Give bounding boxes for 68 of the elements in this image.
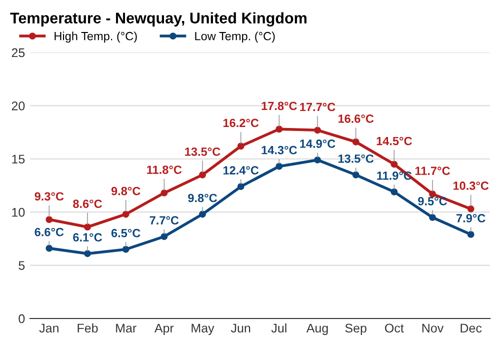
data-label: 9.8°C <box>188 194 218 202</box>
legend-label: Low Temp. (°C) <box>195 32 275 43</box>
y-tick-label: 15 <box>12 154 25 164</box>
data-label: 6.5°C <box>111 228 140 238</box>
x-tick-label: Jul <box>271 323 286 333</box>
data-label: 7.7°C <box>150 216 179 225</box>
x-tick-label: Jun <box>230 324 250 333</box>
y-tick-label: 0 <box>18 314 25 324</box>
data-label: 17.7°C <box>300 102 336 112</box>
point <box>199 210 206 218</box>
point <box>46 244 53 252</box>
data-label: 6.1°C <box>73 233 102 242</box>
data-label: 8.6°C <box>73 200 102 208</box>
point <box>237 142 244 150</box>
y-tick-label: 5 <box>18 261 25 270</box>
data-label: 14.5°C <box>376 136 412 146</box>
point <box>84 250 91 258</box>
data-label: 14.3°C <box>262 146 297 154</box>
data-label: 9.8°C <box>111 186 140 196</box>
x-tick-label: Aug <box>306 324 328 336</box>
point <box>314 126 321 134</box>
x-tick-label: Nov <box>422 324 444 333</box>
y-tick-label: 20 <box>12 102 25 110</box>
point <box>390 188 398 196</box>
data-label: 6.6°C <box>34 228 64 236</box>
point <box>467 230 474 238</box>
point <box>276 162 283 170</box>
y-tick-label: 25 <box>12 48 25 58</box>
x-tick-label: Feb <box>78 323 98 333</box>
point <box>199 171 206 178</box>
point <box>390 160 398 168</box>
data-label: 11.8°C <box>147 166 182 174</box>
point <box>352 138 360 146</box>
x-tick-label: Mar <box>116 324 136 333</box>
point <box>160 189 168 196</box>
data-label: 11.7°C <box>415 166 450 176</box>
point <box>122 210 130 218</box>
data-label: 17.8°C <box>262 102 297 110</box>
data-label: 16.2°C <box>223 118 259 128</box>
data-label: 7.9°C <box>456 214 486 222</box>
point <box>122 246 130 253</box>
x-tick-label: Apr <box>154 324 174 336</box>
y-tick-label: 10 <box>12 208 25 217</box>
data-label: 9.3°C <box>34 192 64 201</box>
point <box>46 216 53 224</box>
chart-title: Temperature - Newquay, United Kingdom <box>10 12 306 27</box>
point <box>314 156 321 164</box>
x-tick-label: Dec <box>460 324 482 333</box>
point <box>429 214 436 221</box>
data-label: 13.5°C <box>338 154 374 163</box>
point <box>160 233 168 240</box>
x-tick-label: Jan <box>39 324 58 333</box>
data-label: 9.5°C <box>418 197 448 206</box>
point <box>237 183 244 190</box>
point <box>429 190 436 198</box>
legend-label: High Temp. (°C) <box>54 32 137 43</box>
point <box>276 126 283 133</box>
data-label: 14.9°C <box>300 140 336 148</box>
data-label: 12.4°C <box>223 166 259 175</box>
point <box>352 171 360 178</box>
point <box>467 205 474 212</box>
point <box>84 224 91 230</box>
x-tick-label: Oct <box>385 324 404 333</box>
x-tick-label: Sep <box>345 324 366 336</box>
data-label: 13.5°C <box>185 148 220 156</box>
data-label: 16.6°C <box>338 114 374 123</box>
data-label: 10.3°C <box>453 182 489 190</box>
x-tick-label: May <box>192 324 214 336</box>
